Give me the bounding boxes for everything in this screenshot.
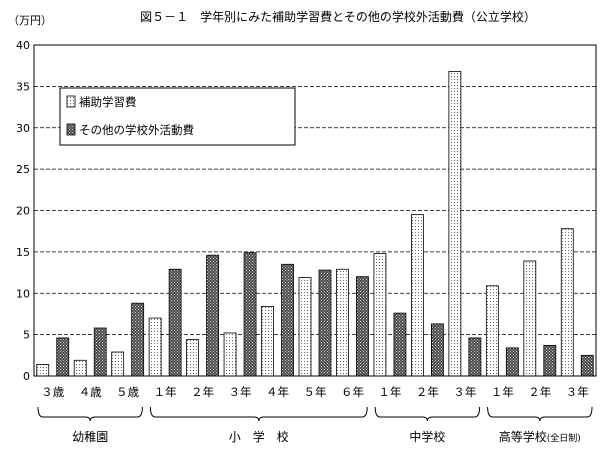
bar-sonota	[318, 269, 332, 377]
group-label: 中学校	[409, 429, 445, 444]
bar-hojo	[448, 71, 462, 377]
bar-sonota	[393, 312, 407, 377]
bar-hojo	[148, 317, 162, 377]
legend-swatch-dark	[66, 123, 76, 136]
bar-sonota	[281, 263, 294, 377]
x-tick-label: ５年	[304, 385, 327, 399]
y-tick-label: 30	[16, 122, 30, 135]
legend-swatch-light	[66, 95, 76, 108]
bar-sonota	[580, 354, 594, 377]
y-tick-label: 35	[16, 80, 30, 93]
bar-sonota	[56, 337, 70, 377]
y-tick-label: 20	[16, 205, 30, 218]
x-tick-label: １年	[378, 385, 401, 399]
bar-sonota	[243, 252, 257, 377]
y-tick-label: 10	[16, 287, 30, 300]
x-tick-label: ４歳	[79, 385, 102, 399]
plot-frame	[33, 44, 597, 377]
group-bracket	[374, 406, 481, 422]
bar-hojo	[485, 285, 499, 377]
bar-hojo	[223, 332, 237, 377]
bar-hojo	[336, 268, 349, 377]
legend-label-hojo: 補助学習費	[79, 95, 137, 109]
x-tick-label: ２年	[528, 385, 551, 399]
x-tick-label: ２年	[191, 385, 214, 399]
y-tick-label: 5	[23, 329, 30, 342]
bar-sonota	[206, 254, 220, 377]
x-tick-labels: ３歳 ４歳 ５歳 １年 ２年 ３年 ４年 ５年 ６年 １年 ２年 ３年 １年 ２年 ３年	[41, 385, 589, 399]
x-tick-label: ２年	[416, 385, 439, 399]
x-tick-label: ３歳	[41, 385, 64, 399]
bar-sonota	[131, 302, 145, 377]
bar-hojo	[373, 253, 387, 377]
bar-hojo	[186, 339, 200, 377]
bar-hojo	[298, 277, 312, 377]
group-label: 幼稚園	[72, 430, 108, 444]
grid-layer	[34, 86, 596, 335]
bar-hojo	[261, 306, 274, 377]
x-tick-label: ４年	[266, 385, 289, 399]
x-tick-label: ５歳	[116, 385, 139, 399]
x-tick-label: ３年	[566, 385, 589, 399]
group-bracket	[487, 406, 593, 422]
bar-hojo	[410, 214, 424, 377]
bar-hojo	[111, 351, 125, 377]
y-tick-labels: 0 5 10 15 20 25 30 35 40	[16, 39, 30, 383]
y-axis-label: （万円）	[8, 14, 52, 27]
bar-hojo	[36, 364, 50, 377]
x-tick-label: ３年	[229, 385, 252, 399]
y-tick-label: 15	[16, 246, 30, 259]
legend-label-sonota: その他の学校外活動費	[79, 123, 194, 137]
y-tick-label: 0	[23, 370, 30, 383]
x-tick-label: １年	[491, 385, 514, 399]
bar-sonota	[543, 344, 557, 377]
group-bracket	[37, 406, 143, 422]
bar-hojo	[523, 260, 537, 377]
bar-sonota	[468, 337, 482, 377]
chart-title: 図５－１ 学年別にみた補助学習費とその他の学校外活動費（公立学校）	[140, 9, 536, 24]
x-tick-label: ６年	[341, 385, 364, 399]
bar-sonota	[356, 276, 369, 377]
bar-sonota	[93, 327, 107, 377]
x-tick-label: １年	[154, 385, 177, 399]
y-tick-label: 40	[16, 39, 30, 52]
group-bracket	[149, 406, 368, 422]
bars-layer	[36, 71, 594, 377]
bar-sonota	[168, 268, 182, 377]
group-brackets: 幼稚園 小 学 校 中学校 高等学校(全日制)	[37, 406, 593, 444]
group-label: 高等学校(全日制)	[499, 429, 581, 444]
bar-sonota	[505, 347, 519, 377]
group-label: 小 学 校	[229, 429, 289, 444]
bar-sonota	[430, 323, 444, 377]
y-tick-label: 25	[16, 163, 30, 176]
legend: 補助学習費 その他の学校外活動費	[59, 87, 296, 146]
bar-hojo	[73, 359, 87, 377]
bar-hojo	[560, 228, 574, 377]
legend-box	[59, 87, 296, 146]
x-tick-label: ３年	[453, 385, 476, 399]
